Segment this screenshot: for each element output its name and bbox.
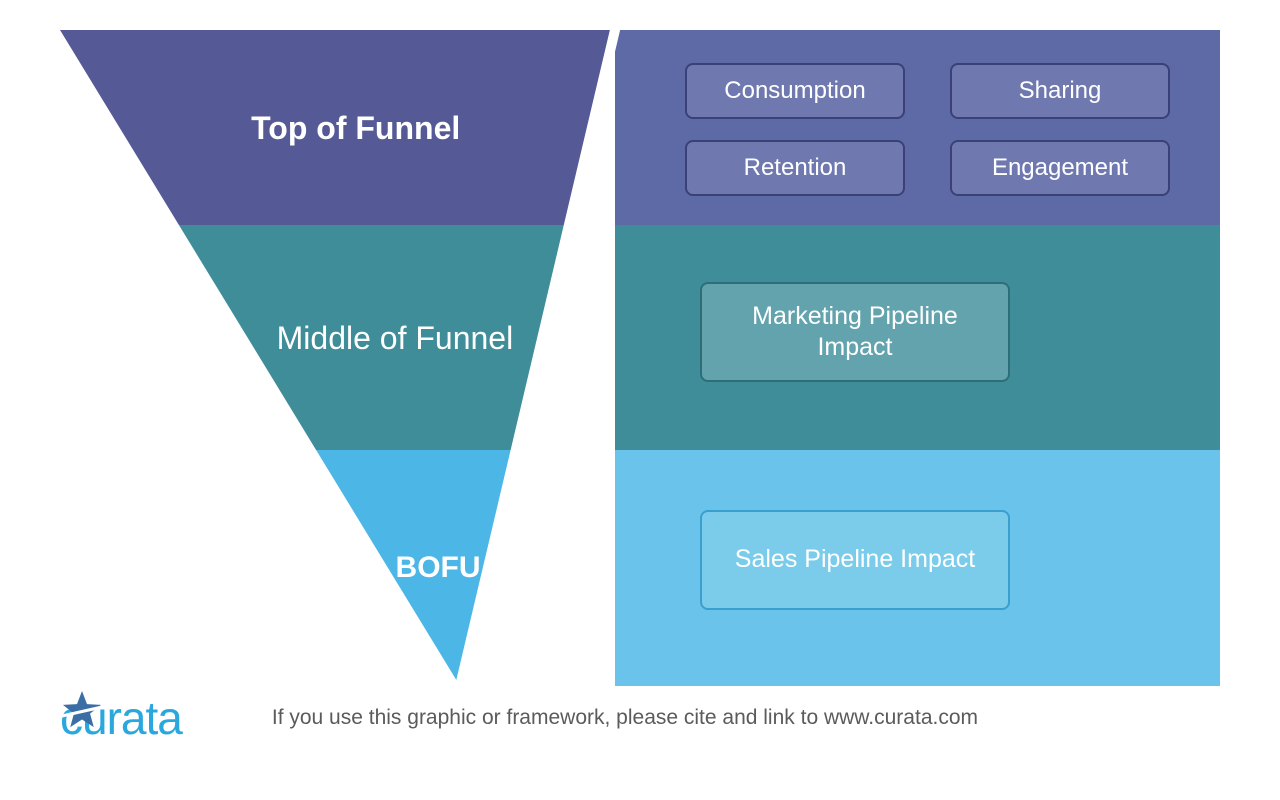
pill-bottom-0: Sales Pipeline Impact [700, 510, 1010, 610]
attribution-text: If you use this graphic or framework, pl… [272, 706, 978, 730]
pill-label: Sharing [1019, 76, 1102, 106]
star-icon [60, 688, 104, 732]
pill-top-2: Retention [685, 140, 905, 196]
curata-logo: curata [60, 691, 182, 745]
tier-label-bottom: BOFU [388, 450, 488, 686]
pill-middle-0: Marketing Pipeline Impact [700, 282, 1010, 382]
tier-label-middle: Middle of Funnel [248, 225, 543, 450]
pill-top-1: Sharing [950, 63, 1170, 119]
pill-top-3: Engagement [950, 140, 1170, 196]
pill-top-0: Consumption [685, 63, 905, 119]
pill-label: Engagement [992, 153, 1128, 183]
funnel-diagram: Top of Funnel Consumption Sharing Retention… [60, 30, 1220, 686]
tier-label-text: Top of Funnel [251, 108, 460, 148]
footer: curata If you use this graphic or framew… [60, 688, 1220, 748]
pill-label: Consumption [724, 76, 865, 106]
pill-label: Retention [744, 153, 847, 183]
pill-label: Sales Pipeline Impact [735, 544, 975, 575]
tier-label-text: Middle of Funnel [277, 318, 514, 358]
tier-label-text: BOFU [396, 549, 481, 587]
pill-label: Marketing Pipeline Impact [717, 301, 992, 364]
tier-label-top: Top of Funnel [119, 30, 592, 225]
